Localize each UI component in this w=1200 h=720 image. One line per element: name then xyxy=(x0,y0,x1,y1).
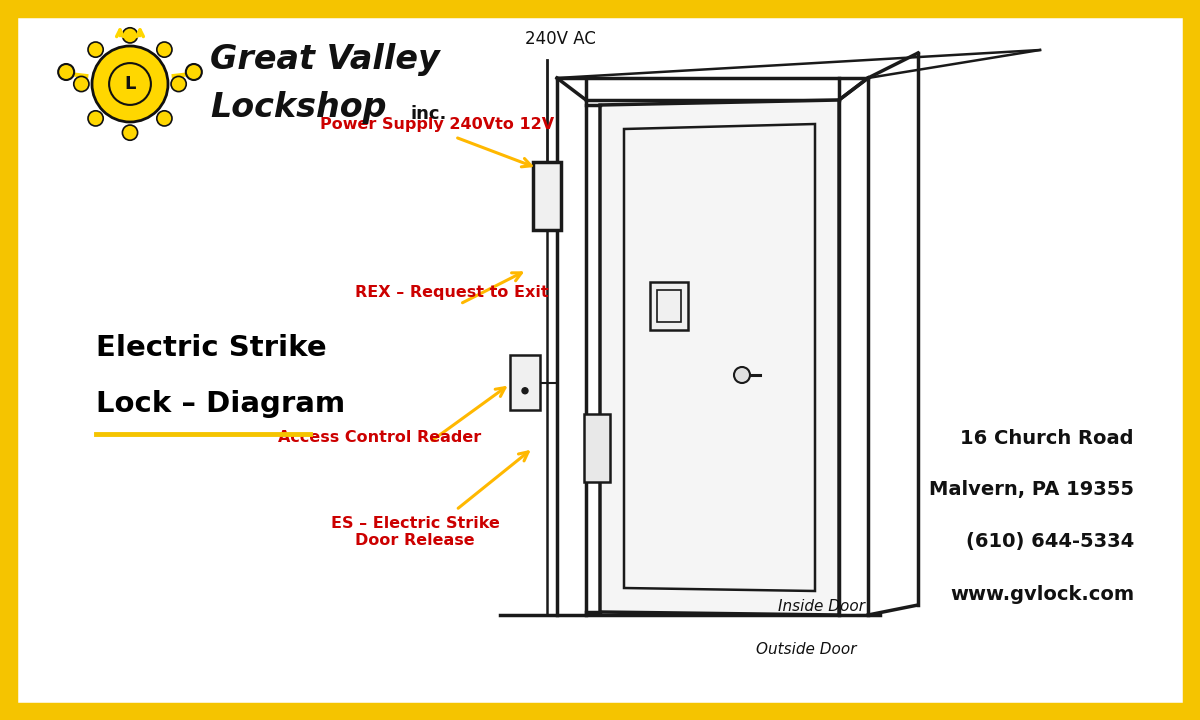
Text: inc.: inc. xyxy=(410,105,446,123)
Bar xyxy=(533,162,562,230)
Text: Electric Strike: Electric Strike xyxy=(96,334,326,362)
Text: Lockshop: Lockshop xyxy=(210,91,386,125)
Text: ES – Electric Strike
Door Release: ES – Electric Strike Door Release xyxy=(330,516,499,548)
Text: Great Valley: Great Valley xyxy=(210,43,439,76)
Circle shape xyxy=(734,367,750,383)
Circle shape xyxy=(122,28,138,43)
Circle shape xyxy=(157,111,172,126)
Circle shape xyxy=(172,76,186,91)
Circle shape xyxy=(186,64,202,80)
Text: Inside Door: Inside Door xyxy=(778,599,864,614)
Text: Access Control Reader: Access Control Reader xyxy=(278,431,481,446)
Circle shape xyxy=(92,46,168,122)
Circle shape xyxy=(122,125,138,140)
Text: 16 Church Road: 16 Church Road xyxy=(960,428,1134,448)
Text: Power Supply 240Vto 12V: Power Supply 240Vto 12V xyxy=(320,117,554,132)
Polygon shape xyxy=(600,100,839,615)
Circle shape xyxy=(88,42,103,57)
Bar xyxy=(584,414,610,482)
Text: 240V AC: 240V AC xyxy=(524,30,595,48)
Bar xyxy=(510,355,540,410)
Text: Malvern, PA 19355: Malvern, PA 19355 xyxy=(929,480,1134,500)
Text: REX – Request to Exit: REX – Request to Exit xyxy=(355,284,548,300)
Circle shape xyxy=(522,388,528,394)
Circle shape xyxy=(58,64,74,80)
Text: Outside Door: Outside Door xyxy=(756,642,857,657)
Circle shape xyxy=(73,76,89,91)
Bar xyxy=(658,290,682,322)
Text: (610) 644-5334: (610) 644-5334 xyxy=(966,533,1134,552)
Text: www.gvlock.com: www.gvlock.com xyxy=(950,585,1134,603)
Bar xyxy=(650,282,688,330)
Circle shape xyxy=(109,63,151,105)
Circle shape xyxy=(88,111,103,126)
Text: L: L xyxy=(125,75,136,93)
Text: Lock – Diagram: Lock – Diagram xyxy=(96,390,346,418)
Circle shape xyxy=(157,42,172,57)
